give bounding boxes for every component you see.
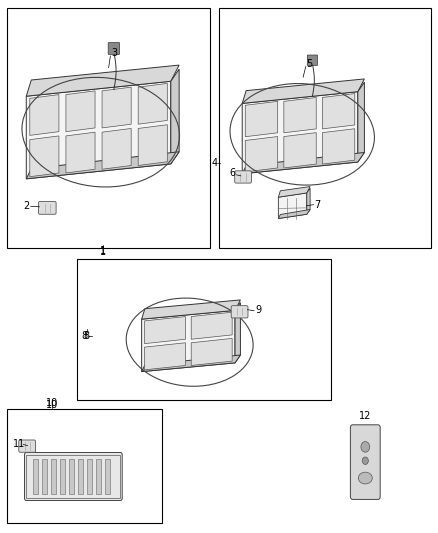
Polygon shape [242, 92, 358, 174]
Polygon shape [242, 79, 364, 103]
Polygon shape [66, 91, 95, 132]
Polygon shape [307, 188, 310, 214]
Bar [105, 459, 110, 494]
Polygon shape [322, 94, 355, 129]
Polygon shape [191, 338, 232, 366]
Polygon shape [245, 101, 278, 136]
Polygon shape [279, 187, 310, 197]
FancyBboxPatch shape [108, 43, 120, 54]
Bar [7, 409, 162, 523]
Polygon shape [141, 300, 240, 319]
Polygon shape [145, 343, 185, 370]
Text: 10: 10 [46, 400, 58, 410]
Text: 11: 11 [13, 439, 25, 449]
Polygon shape [102, 87, 131, 128]
Bar [87, 459, 92, 494]
Polygon shape [245, 136, 278, 172]
Polygon shape [279, 209, 310, 219]
Bar [7, 8, 210, 248]
Ellipse shape [358, 472, 372, 484]
Polygon shape [145, 317, 185, 344]
Text: 10: 10 [46, 399, 58, 408]
FancyBboxPatch shape [25, 453, 122, 500]
Text: 3: 3 [111, 49, 117, 58]
Polygon shape [322, 129, 355, 164]
Bar [77, 259, 331, 400]
FancyBboxPatch shape [39, 201, 56, 214]
Bar [219, 8, 431, 248]
Text: 1: 1 [100, 247, 106, 257]
Polygon shape [26, 81, 171, 179]
Text: 12: 12 [359, 411, 371, 421]
Polygon shape [191, 312, 232, 340]
Text: 8: 8 [81, 331, 87, 341]
Bar [33, 459, 38, 494]
Polygon shape [26, 65, 179, 96]
Bar [78, 459, 83, 494]
Circle shape [362, 457, 368, 464]
FancyBboxPatch shape [231, 306, 248, 318]
Polygon shape [26, 152, 179, 179]
Text: 8: 8 [84, 331, 90, 341]
FancyBboxPatch shape [235, 171, 251, 183]
Polygon shape [358, 82, 364, 162]
Polygon shape [279, 193, 307, 219]
Text: 6: 6 [229, 168, 235, 178]
Text: 2: 2 [23, 201, 29, 211]
Text: 4: 4 [212, 158, 218, 167]
FancyBboxPatch shape [19, 440, 35, 452]
Polygon shape [235, 303, 240, 363]
Circle shape [361, 441, 370, 452]
Polygon shape [30, 95, 59, 135]
FancyBboxPatch shape [350, 425, 380, 499]
Text: 9: 9 [255, 305, 261, 314]
Polygon shape [30, 136, 59, 177]
Polygon shape [141, 310, 235, 372]
Bar [42, 459, 47, 494]
Bar [26, 455, 120, 498]
Polygon shape [141, 355, 240, 372]
Polygon shape [242, 152, 364, 174]
Polygon shape [138, 125, 167, 165]
Polygon shape [171, 69, 179, 164]
Polygon shape [284, 98, 316, 133]
Bar [69, 459, 74, 494]
Text: 7: 7 [314, 200, 320, 209]
Text: 1: 1 [100, 246, 106, 255]
Bar [96, 459, 101, 494]
Polygon shape [66, 132, 95, 173]
Polygon shape [102, 128, 131, 169]
FancyBboxPatch shape [307, 55, 318, 66]
Polygon shape [284, 133, 316, 168]
Text: 5: 5 [306, 60, 312, 69]
Bar [51, 459, 56, 494]
Polygon shape [138, 83, 167, 124]
Bar [60, 459, 65, 494]
